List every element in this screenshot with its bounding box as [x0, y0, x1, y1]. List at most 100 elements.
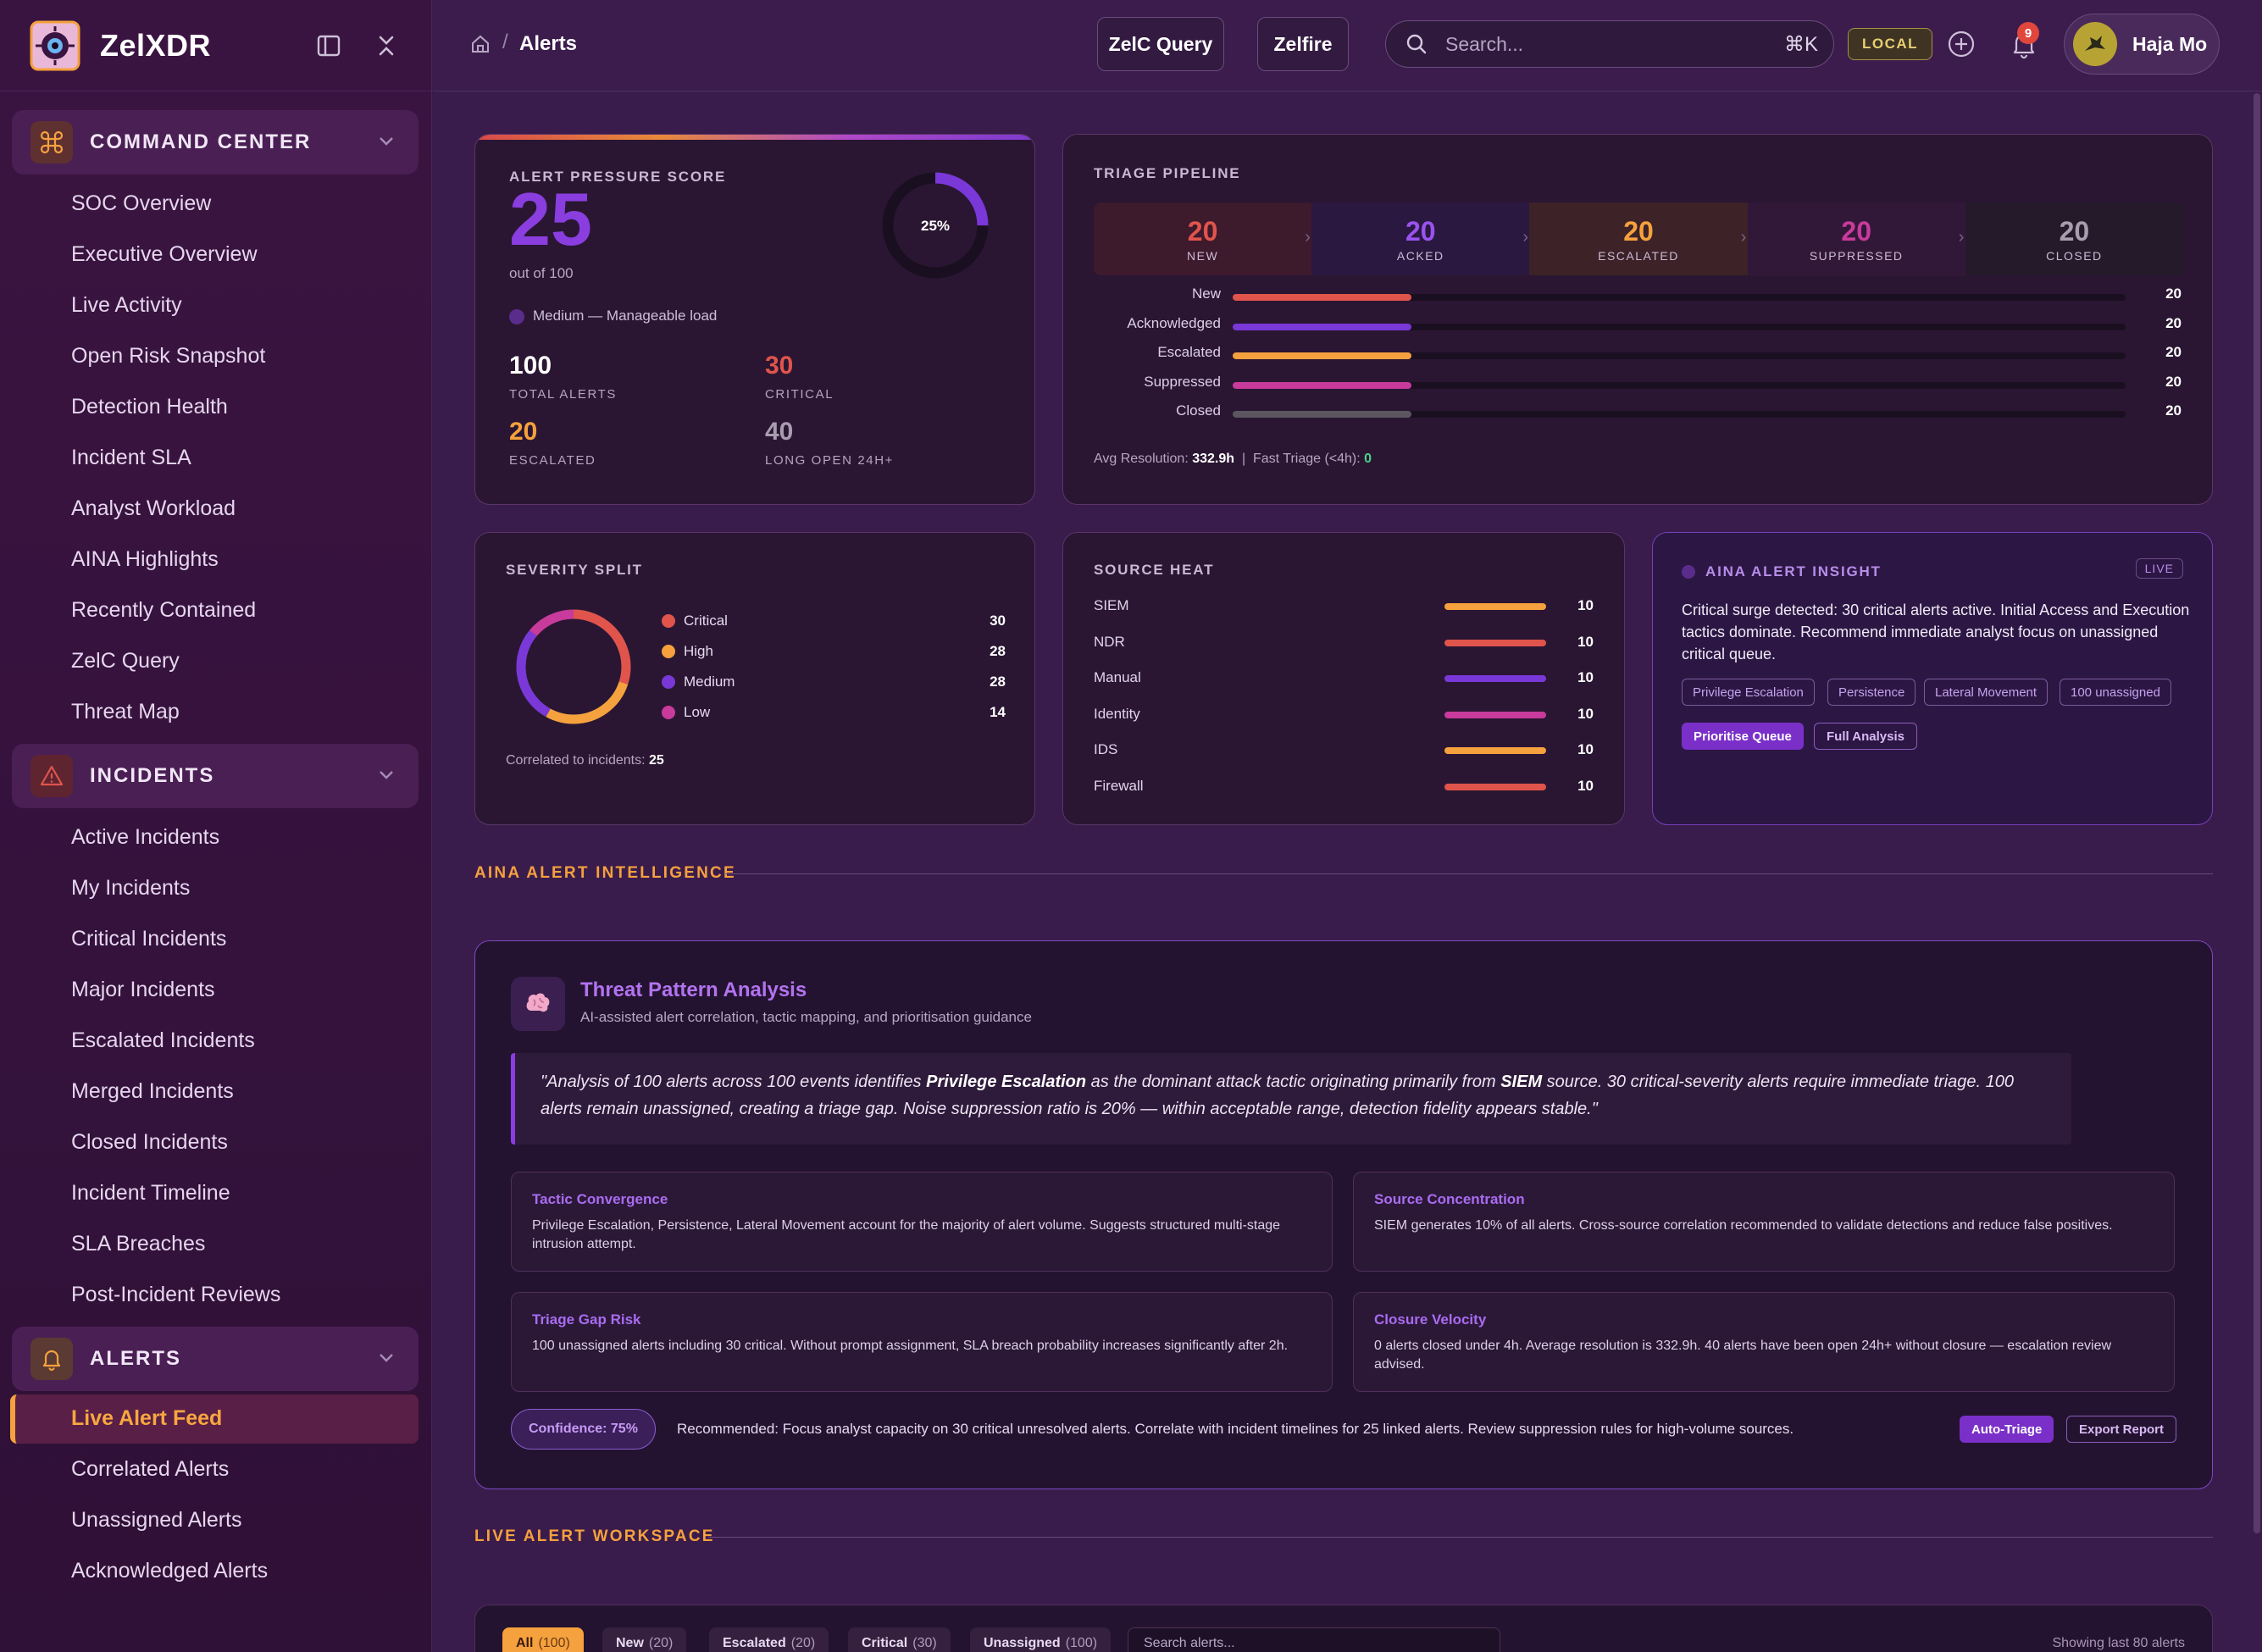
aina-insight-card: AINA ALERT INSIGHT LIVE Critical surge d… — [1652, 532, 2213, 825]
tag-lateral-movement[interactable]: Lateral Movement — [1924, 679, 2049, 706]
section-command-center[interactable]: COMMAND CENTER — [12, 110, 419, 175]
pipeline-stage-new[interactable]: 20 NEW — [1094, 202, 1312, 275]
legend-dot — [662, 614, 675, 628]
sidebar-item-zelc-query[interactable]: ZelC Query — [71, 649, 180, 673]
sidebar-item-detection-health[interactable]: Detection Health — [71, 395, 228, 419]
source-heat-bar — [1444, 603, 1546, 610]
collapse-all-icon[interactable] — [368, 27, 405, 64]
sidebar-item-live-activity[interactable]: Live Activity — [71, 293, 182, 317]
section-incidents[interactable]: INCIDENTS — [12, 744, 419, 808]
sidebar-item-sla-breaches[interactable]: SLA Breaches — [71, 1232, 206, 1256]
pipeline-stage-suppressed[interactable]: 20 SUPPRESSED — [1747, 202, 1965, 275]
sidebar-item-open-risk-snapshot[interactable]: Open Risk Snapshot — [71, 344, 266, 368]
sidebar-toggle-icon[interactable] — [310, 27, 347, 64]
pipeline-bar-fill — [1233, 381, 1411, 389]
sidebar-item-live-alert-feed[interactable] — [10, 1394, 419, 1444]
box-body: Privilege Escalation, Persistence, Later… — [532, 1218, 1281, 1251]
source-name: Identity — [1094, 705, 1140, 722]
card-title: AINA ALERT INSIGHT — [1705, 563, 1882, 579]
threat-pattern-panel: Threat Pattern Analysis AI-assisted aler… — [474, 940, 2213, 1489]
stage-label: ACKED — [1396, 248, 1444, 263]
sidebar-item-post-incident-reviews[interactable]: Post-Incident Reviews — [71, 1283, 281, 1306]
sidebar-item-acknowledged-alerts[interactable]: Acknowledged Alerts — [71, 1559, 269, 1583]
section-alerts[interactable]: ALERTS — [12, 1327, 419, 1391]
pipeline-bar-track — [1233, 381, 2126, 389]
tag-privilege-escalation[interactable]: Privilege Escalation — [1682, 679, 1815, 706]
page-scrollbar[interactable] — [2252, 91, 2262, 1652]
source-heat-card: SOURCE HEAT SIEM 10 NDR 10 Manual 10 Identity 1… — [1062, 532, 1625, 825]
chevron-down-icon[interactable] — [374, 129, 398, 152]
sidebar-item-executive-overview[interactable]: Executive Overview — [71, 242, 258, 266]
sidebar-item-label-active[interactable]: Live Alert Feed — [71, 1406, 223, 1430]
logo-icon — [30, 20, 80, 70]
pipeline-stage-acked[interactable]: 20 ACKED — [1311, 202, 1530, 275]
avg-resolution-value: 332.9h — [1192, 452, 1235, 466]
stat-escalated-value: 20 — [509, 418, 538, 446]
severity-footer: Correlated to incidents: 25 — [506, 753, 664, 768]
pipeline-stage-closed[interactable]: 20 CLOSED — [1965, 202, 2183, 275]
chevron-right-icon: › — [1740, 228, 1747, 247]
command-icon — [30, 121, 73, 164]
filter-tab-new[interactable]: New (20) — [602, 1627, 687, 1652]
user-menu[interactable]: Haja Mo — [2064, 14, 2220, 75]
source-value: 10 — [1577, 741, 1594, 758]
global-search-input[interactable]: Search... ⌘K — [1385, 20, 1834, 68]
filter-tab-all[interactable]: All (100) — [502, 1627, 584, 1652]
alert-search-input[interactable]: Search alerts... — [1128, 1627, 1500, 1652]
source-heat-bar — [1444, 675, 1546, 683]
sidebar-item-active-incidents[interactable]: Active Incidents — [71, 825, 220, 849]
sidebar-item-aina-highlights[interactable]: AINA Highlights — [71, 547, 219, 571]
chevron-down-icon[interactable] — [374, 762, 398, 786]
filter-tab-unassigned[interactable]: Unassigned (100) — [970, 1627, 1112, 1652]
sidebar-item-my-incidents[interactable]: My Incidents — [71, 876, 191, 900]
chevron-down-icon[interactable] — [374, 1345, 398, 1369]
pipeline-bar-label: Acknowledged — [1127, 314, 1221, 331]
source-heat-bar — [1444, 711, 1546, 718]
tag-unassigned[interactable]: 100 unassigned — [2060, 679, 2171, 706]
stat-escalated-label: ESCALATED — [509, 453, 596, 468]
legend-value: 30 — [990, 613, 1006, 629]
zelc-query-button[interactable]: ZelC Query — [1097, 17, 1224, 71]
full-analysis-button[interactable]: Full Analysis — [1814, 723, 1917, 750]
tag-persistence[interactable]: Persistence — [1827, 679, 1916, 706]
topbar: / Alerts ZelC Query Zelfire Search... ⌘K… — [433, 0, 2262, 91]
sidebar-item-critical-incidents[interactable]: Critical Incidents — [71, 927, 227, 951]
correlated-value: 25 — [648, 753, 664, 768]
pipeline-bar-track — [1233, 352, 2126, 359]
sidebar-item-merged-incidents[interactable]: Merged Incidents — [71, 1079, 234, 1103]
home-icon[interactable] — [468, 32, 492, 56]
filter-tab-escalated[interactable]: Escalated (20) — [709, 1627, 829, 1652]
sidebar-item-incident-timeline[interactable]: Incident Timeline — [71, 1181, 230, 1205]
insight-box-source-concentration: Source Concentration SIEM generates 10% … — [1353, 1172, 2175, 1272]
legend-label: Low — [684, 704, 711, 720]
warning-icon — [30, 755, 73, 797]
sidebar-item-major-incidents[interactable]: Major Incidents — [71, 978, 215, 1001]
env-badge: LOCAL — [1848, 28, 1933, 60]
pipeline-bar-value: 20 — [2165, 344, 2182, 360]
sidebar-item-incident-sla[interactable]: Incident SLA — [71, 446, 191, 469]
stat-critical-value: 30 — [765, 352, 794, 380]
pipeline-bar-value: 20 — [2165, 373, 2182, 390]
auto-triage-button[interactable]: Auto-Triage — [1960, 1416, 2054, 1443]
pipeline-stage-escalated[interactable]: 20 ESCALATED — [1529, 202, 1748, 275]
sidebar-item-unassigned-alerts[interactable]: Unassigned Alerts — [71, 1508, 242, 1532]
sidebar-item-closed-incidents[interactable]: Closed Incidents — [71, 1130, 228, 1154]
sidebar-item-correlated-alerts[interactable]: Correlated Alerts — [71, 1457, 230, 1481]
section-title: INCIDENTS — [90, 764, 215, 787]
prioritise-queue-button[interactable]: Prioritise Queue — [1682, 723, 1804, 750]
sidebar-item-threat-map[interactable]: Threat Map — [71, 700, 180, 723]
sidebar-item-soc-overview[interactable]: SOC Overview — [71, 191, 212, 215]
export-report-button[interactable]: Export Report — [2066, 1416, 2177, 1443]
section-divider — [708, 1537, 2213, 1538]
zelfire-button[interactable]: Zelfire — [1257, 17, 1349, 71]
add-icon[interactable] — [1944, 27, 1978, 61]
source-value: 10 — [1577, 778, 1594, 794]
sidebar-item-analyst-workload[interactable]: Analyst Workload — [71, 496, 236, 520]
pipeline-footer: Avg Resolution: 332.9h | Fast Triage (<4… — [1094, 452, 1372, 466]
scrollbar-thumb[interactable] — [2254, 93, 2260, 1533]
filter-tab-critical[interactable]: Critical (30) — [848, 1627, 951, 1652]
stat-critical-label: CRITICAL — [765, 387, 834, 402]
sidebar-item-escalated-incidents[interactable]: Escalated Incidents — [71, 1028, 255, 1052]
sidebar-item-recently-contained[interactable]: Recently Contained — [71, 598, 257, 622]
pipeline-bar-fill — [1233, 352, 1411, 359]
